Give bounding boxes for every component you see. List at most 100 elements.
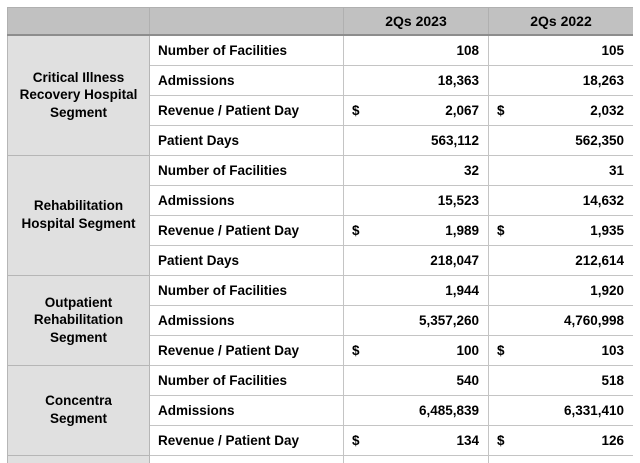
value-text: 2,032	[590, 102, 624, 118]
value-text: 1,935	[590, 222, 624, 238]
value-cell-2023: 32	[343, 154, 489, 186]
value-cell-2022: 212,614	[488, 244, 633, 276]
value-text: 518	[601, 372, 624, 388]
value-text: 212,614	[575, 252, 624, 268]
value-text: 5,357,260	[418, 312, 479, 328]
metric-label-cell: Number of Facilities	[149, 34, 344, 66]
partial-row	[7, 454, 633, 463]
value-cell-2023: 15,523	[343, 184, 489, 216]
value-cell-2023: 18,363	[343, 64, 489, 96]
table-row: Admissions 6,485,839 6,331,410	[8, 394, 633, 426]
value-text: 105	[601, 42, 624, 58]
metric-label-cell: Number of Facilities	[149, 364, 344, 396]
value-text: 126	[601, 432, 624, 448]
metric-label-cell: Revenue / Patient Day	[149, 424, 344, 456]
value-text: 108	[456, 42, 479, 58]
table-row: Patient Days 218,047 212,614	[8, 244, 633, 276]
column-header-2023: 2Qs 2023	[343, 7, 489, 36]
value-cell-2023: 1,944	[343, 274, 489, 306]
metric-label-cell: Admissions	[149, 304, 344, 336]
value-text: 1,989	[445, 222, 479, 238]
segment-label-cell-partial	[7, 454, 150, 463]
value-text: 6,485,839	[418, 402, 479, 418]
value-cell-partial	[488, 454, 633, 463]
metric-label-cell: Patient Days	[149, 244, 344, 276]
segment-metrics-table: 2Qs 2023 2Qs 2022 Critical Illness Recov…	[7, 7, 633, 463]
value-text: 100	[456, 342, 479, 358]
value-cell-2023: $1,989	[343, 214, 489, 246]
value-cell-2022: 14,632	[488, 184, 633, 216]
dollar-sign: $	[352, 222, 360, 238]
value-text: 4,760,998	[563, 312, 624, 328]
value-cell-2022: 518	[488, 364, 633, 396]
dollar-sign: $	[352, 342, 360, 358]
value-cell-2023: 5,357,260	[343, 304, 489, 336]
value-cell-partial	[343, 454, 489, 463]
dollar-sign: $	[497, 342, 505, 358]
value-cell-2023: 218,047	[343, 244, 489, 276]
table-row: Critical Illness Recovery Hospital Segme…	[7, 34, 633, 156]
column-header-2022: 2Qs 2022	[488, 7, 633, 36]
value-text: 562,350	[575, 132, 624, 148]
table-row: Admissions 15,523 14,632	[8, 184, 633, 216]
metric-label-cell: Admissions	[149, 64, 344, 96]
segment-metrics-sheet: 2Qs 2023 2Qs 2022 Critical Illness Recov…	[7, 7, 633, 463]
value-cell-2022: 18,263	[488, 64, 633, 96]
value-text: 540	[456, 372, 479, 388]
metric-label-cell: Revenue / Patient Day	[149, 334, 344, 366]
metric-label-cell: Number of Facilities	[149, 154, 344, 186]
metric-label-cell: Revenue / Patient Day	[149, 94, 344, 126]
value-cell-2022: 4,760,998	[488, 304, 633, 336]
table-row: Revenue / Patient Day $100 $103	[8, 334, 633, 366]
metric-label-cell: Revenue / Patient Day	[149, 214, 344, 246]
value-text: 1,944	[445, 282, 479, 298]
metric-label-cell-partial	[149, 454, 344, 463]
segment-label-critical-illness: Critical Illness Recovery Hospital Segme…	[7, 34, 150, 156]
value-text: 32	[463, 162, 479, 178]
dollar-sign: $	[497, 222, 505, 238]
value-text: 2,067	[445, 102, 479, 118]
value-text: 218,047	[430, 252, 479, 268]
value-cell-2023: $2,067	[343, 94, 489, 126]
corner-header-cell	[7, 7, 150, 36]
metric-header-cell	[149, 7, 344, 36]
value-cell-2023: $100	[343, 334, 489, 366]
value-text: 103	[601, 342, 624, 358]
value-cell-2022: 1,920	[488, 274, 633, 306]
table-row: Concentra Segment Number of Facilities 5…	[7, 364, 633, 456]
table-row: Admissions 18,363 18,263	[8, 64, 633, 96]
value-cell-2023: 540	[343, 364, 489, 396]
metric-label-cell: Patient Days	[149, 124, 344, 156]
metric-label-cell: Admissions	[149, 394, 344, 426]
value-cell-2022: $1,935	[488, 214, 633, 246]
value-cell-2022: $126	[488, 424, 633, 456]
table-row: Outpatient Rehabilitation Segment Number…	[7, 274, 633, 366]
value-cell-2022: $2,032	[488, 94, 633, 126]
value-text: 15,523	[437, 192, 479, 208]
value-text: 31	[608, 162, 624, 178]
table-row: Patient Days 563,112 562,350	[8, 124, 633, 156]
value-text: 134	[456, 432, 479, 448]
value-cell-2022: 105	[488, 34, 633, 66]
table-row: Rehabilitation Hospital Segment Number o…	[7, 154, 633, 276]
value-cell-2023: 6,485,839	[343, 394, 489, 426]
dollar-sign: $	[352, 432, 360, 448]
value-cell-2022: 31	[488, 154, 633, 186]
table-row: Revenue / Patient Day $134 $126	[8, 424, 633, 456]
value-cell-2023: 108	[343, 34, 489, 66]
value-text: 6,331,410	[563, 402, 624, 418]
metric-label-cell: Number of Facilities	[149, 274, 344, 306]
header-row: 2Qs 2023 2Qs 2022	[7, 7, 633, 36]
metric-label-cell: Admissions	[149, 184, 344, 216]
table-row: Revenue / Patient Day $2,067 $2,032	[8, 94, 633, 126]
value-text: 18,363	[437, 72, 479, 88]
value-cell-2023: $134	[343, 424, 489, 456]
value-text: 14,632	[582, 192, 624, 208]
value-cell-2022: 562,350	[488, 124, 633, 156]
table-row: Admissions 5,357,260 4,760,998	[8, 304, 633, 336]
value-text: 18,263	[582, 72, 624, 88]
dollar-sign: $	[352, 102, 360, 118]
value-cell-2022: 6,331,410	[488, 394, 633, 426]
dollar-sign: $	[497, 432, 505, 448]
value-cell-2023: 563,112	[343, 124, 489, 156]
